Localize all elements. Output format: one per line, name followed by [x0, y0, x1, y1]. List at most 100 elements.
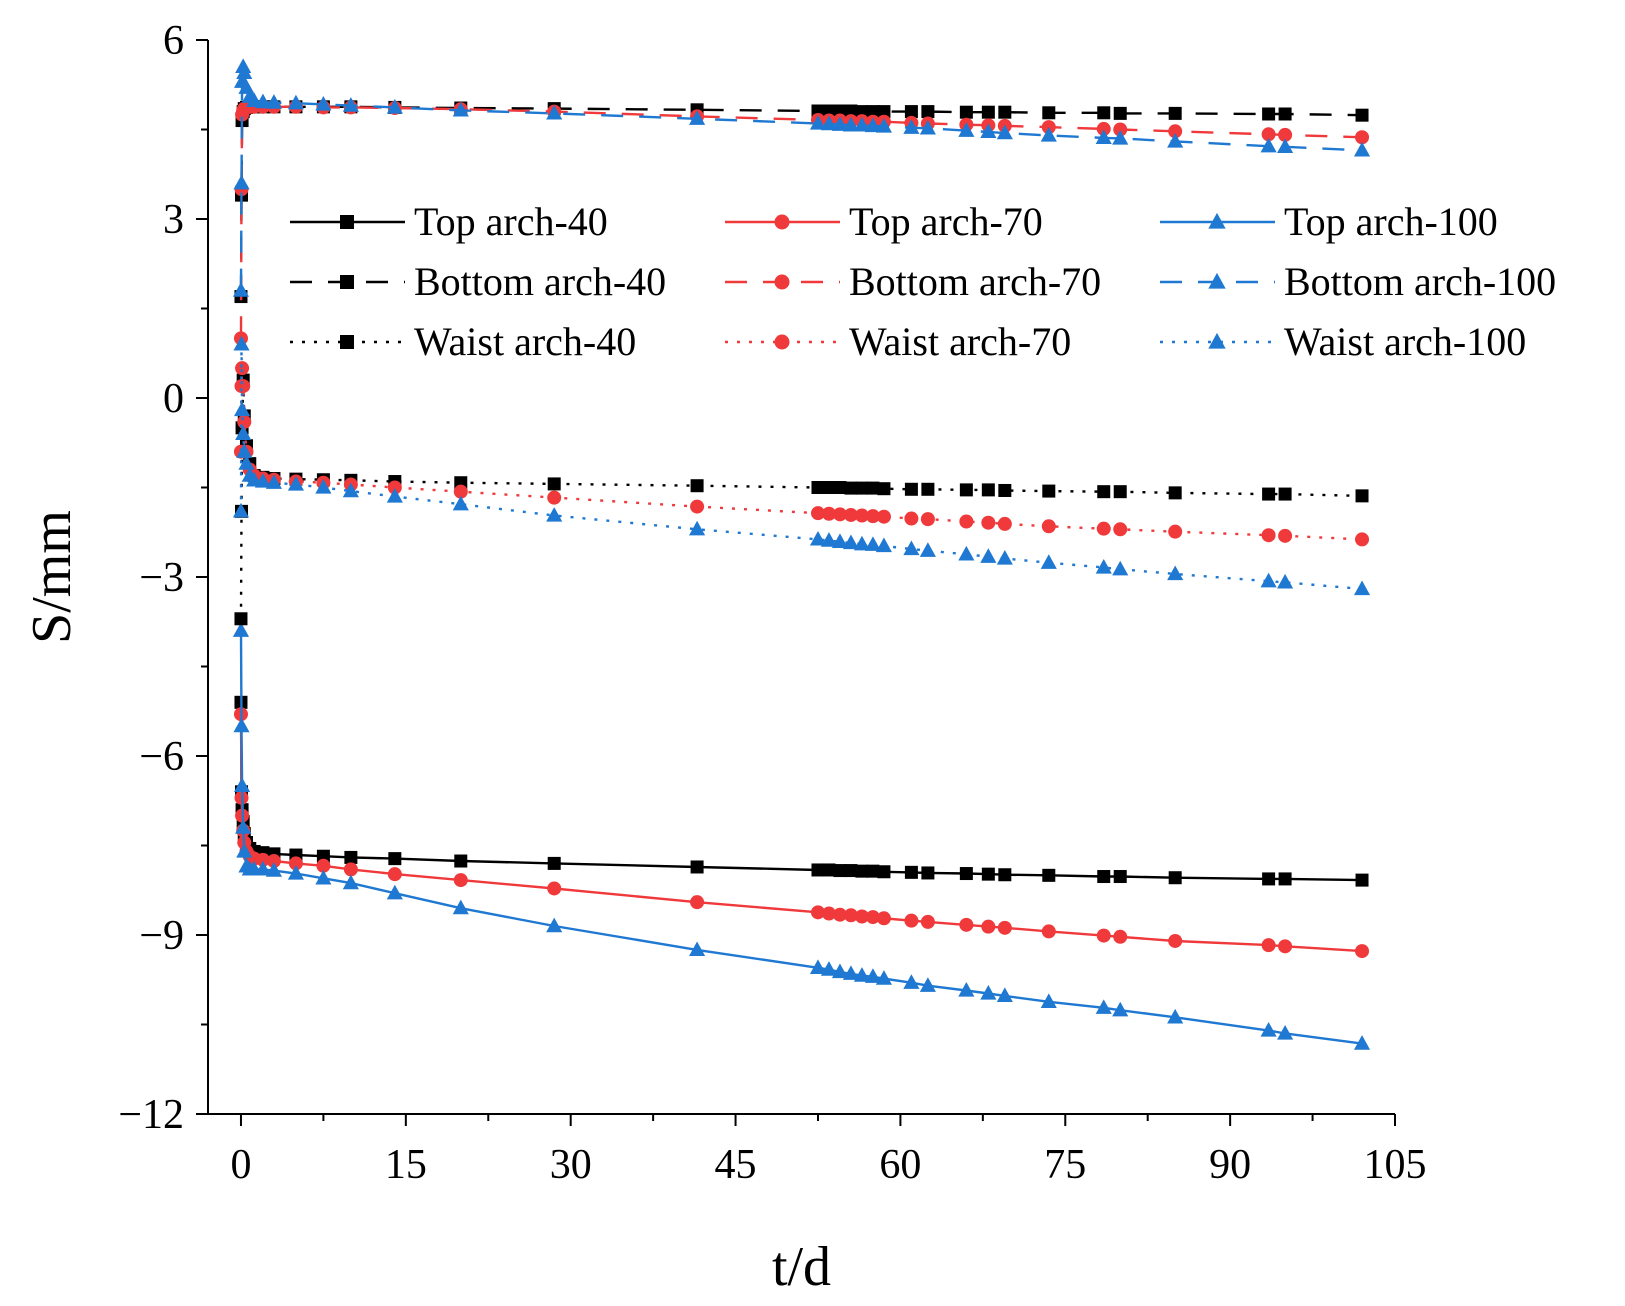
x-tick-label: 60 — [879, 1142, 921, 1188]
legend-label: Waist arch-70 — [849, 319, 1071, 364]
legend-label: Waist arch-40 — [414, 319, 636, 364]
data-point — [853, 967, 871, 982]
data-point — [980, 548, 997, 563]
data-point — [1208, 332, 1226, 349]
data-point — [981, 867, 995, 881]
data-point — [809, 115, 827, 130]
x-tick-label: 15 — [385, 1142, 427, 1188]
data-point — [1168, 106, 1182, 120]
data-point — [904, 865, 918, 879]
data-point — [453, 484, 468, 499]
data-point — [452, 495, 469, 511]
data-point — [774, 334, 790, 350]
series-line — [239, 368, 1363, 541]
data-point — [386, 884, 403, 900]
series-1 — [234, 695, 1369, 887]
data-point — [1097, 870, 1111, 884]
data-point — [265, 862, 283, 877]
plot-area: 630−3−6−9−120 15 30 45 60 75 90 105 Top arch-40… — [118, 18, 1556, 1188]
data-point — [1260, 1022, 1277, 1037]
series-8 — [233, 361, 1370, 547]
data-point — [822, 863, 836, 877]
data-point — [831, 116, 849, 131]
data-point — [875, 970, 892, 985]
data-point — [386, 487, 403, 503]
series-7 — [234, 373, 1369, 626]
data-point — [454, 854, 468, 868]
data-point — [876, 911, 891, 926]
data-point — [833, 104, 847, 118]
legend-label: Top arch-40 — [414, 199, 608, 244]
data-point — [1168, 486, 1182, 500]
data-point — [1355, 108, 1369, 122]
data-point — [842, 116, 860, 132]
data-point — [832, 907, 847, 922]
data-point — [235, 819, 252, 834]
legend-label: Bottom arch-40 — [414, 259, 666, 304]
data-point — [1277, 573, 1294, 589]
data-point — [997, 516, 1012, 531]
series-line — [239, 66, 1363, 291]
data-point — [1095, 558, 1112, 574]
data-point — [809, 530, 827, 546]
data-point — [959, 867, 973, 881]
data-point — [1042, 484, 1056, 498]
data-point — [1113, 122, 1128, 137]
data-point — [820, 115, 838, 131]
data-point — [1278, 127, 1293, 142]
data-point — [1277, 1024, 1294, 1040]
series-4 — [234, 100, 1369, 304]
data-point — [959, 105, 973, 119]
data-point — [689, 110, 706, 125]
data-point — [547, 477, 561, 491]
data-point — [387, 480, 402, 495]
data-point — [265, 474, 283, 489]
data-point — [315, 95, 332, 111]
data-point — [842, 534, 860, 550]
data-point — [546, 104, 563, 120]
y-tick-label: −3 — [139, 555, 184, 601]
data-point — [810, 506, 825, 521]
data-point — [1278, 939, 1293, 954]
data-point — [843, 507, 858, 522]
series-2 — [233, 707, 1370, 959]
data-point — [919, 977, 936, 992]
data-point — [1262, 107, 1276, 121]
data-point — [235, 361, 250, 376]
data-point — [254, 93, 272, 109]
data-point — [920, 512, 935, 527]
series-line — [239, 714, 1363, 953]
data-point — [877, 105, 891, 119]
data-point — [821, 906, 836, 921]
data-point — [234, 401, 251, 417]
data-point — [854, 909, 869, 924]
data-point — [690, 895, 705, 910]
legend-entry-9: Waist arch-100 — [1160, 319, 1526, 364]
data-point — [864, 117, 881, 133]
data-point — [1355, 873, 1369, 887]
legend-label: Top arch-70 — [849, 199, 1043, 244]
data-point — [690, 479, 704, 493]
data-point — [877, 482, 891, 496]
data-point — [265, 94, 283, 109]
data-point — [810, 905, 825, 920]
data-point — [1095, 999, 1112, 1014]
data-point — [344, 850, 358, 864]
axes-layer: 630−3−6−9−120 15 30 45 60 75 90 105 — [118, 18, 1426, 1188]
data-point — [996, 987, 1013, 1003]
data-point — [853, 116, 871, 132]
data-point — [866, 864, 880, 878]
data-point — [855, 481, 869, 495]
data-point — [1278, 528, 1293, 543]
data-point — [233, 174, 250, 190]
data-point — [980, 123, 997, 139]
data-point — [546, 917, 563, 933]
data-point — [452, 101, 469, 117]
data-point — [811, 863, 825, 877]
data-point — [340, 335, 354, 349]
legend-entry-3: Top arch-100 — [1160, 199, 1498, 244]
data-point — [1355, 130, 1370, 145]
data-point — [287, 94, 304, 110]
data-point — [690, 860, 704, 874]
